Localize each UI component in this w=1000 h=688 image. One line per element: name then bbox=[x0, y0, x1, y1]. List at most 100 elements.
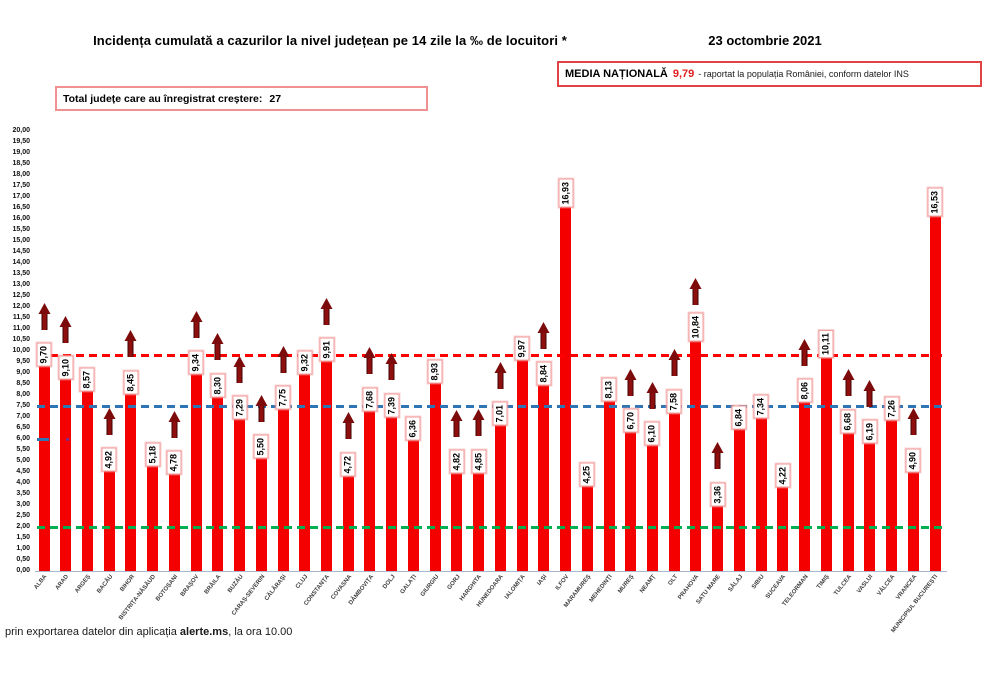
y-axis-tick: 1,00 bbox=[16, 545, 30, 552]
total-increase-label: Total județe care au înregistrat creșter… bbox=[63, 92, 263, 105]
county-bar bbox=[364, 402, 376, 571]
y-axis-tick: 19,50 bbox=[12, 138, 30, 145]
bar-slot: 9,70 bbox=[36, 131, 52, 571]
y-axis-tick-labels: 20,00 19,50 19,00 18,50 18,00 17,50 17,00 16,50… bbox=[0, 127, 30, 574]
increase-arrow-icon bbox=[168, 410, 181, 438]
county-label: SUCEAVA bbox=[765, 574, 788, 601]
bar-value-label: 4,90 bbox=[905, 448, 921, 473]
bar-slot: 8,45 bbox=[123, 131, 139, 571]
national-average-value: 9,79 bbox=[672, 68, 695, 80]
county-bar bbox=[733, 420, 745, 571]
y-axis-tick: 14,00 bbox=[12, 259, 30, 266]
county-bar bbox=[646, 436, 658, 571]
bar-value-label: 8,45 bbox=[123, 370, 139, 395]
county-label: SATU MARE bbox=[695, 574, 723, 606]
increase-arrow-icon bbox=[320, 297, 333, 325]
bar-value-label: 8,57 bbox=[79, 367, 95, 392]
y-axis-tick: 17,50 bbox=[12, 182, 30, 189]
county-label: IALOMIȚA bbox=[504, 574, 527, 601]
county-bar bbox=[234, 410, 246, 571]
increase-arrow-icon bbox=[211, 333, 224, 361]
increase-arrow-icon bbox=[38, 302, 51, 330]
county-label: ARAD bbox=[55, 574, 71, 592]
page-title: Incidența cumulată a cazurilor la nivel … bbox=[93, 33, 567, 48]
bar-slot: 6,19 bbox=[862, 131, 878, 571]
bar-slot: 7,58 bbox=[666, 131, 682, 571]
bar-value-label: 6,19 bbox=[862, 420, 878, 444]
bar-slot: 7,34 bbox=[753, 131, 769, 571]
county-bar bbox=[473, 464, 485, 571]
bar-value-label: 4,22 bbox=[775, 463, 791, 488]
county-label: SIBIU bbox=[751, 574, 766, 591]
bar-value-label: 4,85 bbox=[471, 449, 487, 474]
national-average-box: MEDIA NAȚIONALĂ 9,79 - raportat la popul… bbox=[557, 61, 982, 87]
county-label: TIMIȘ bbox=[816, 574, 832, 591]
reference-line-prag-albastru bbox=[37, 404, 947, 408]
county-bar bbox=[625, 423, 637, 571]
report-date: 23 octombrie 2021 bbox=[708, 33, 822, 48]
y-axis-tick: 8,50 bbox=[16, 380, 30, 387]
bar-slot: 8,30 bbox=[210, 131, 226, 571]
county-bar bbox=[212, 388, 224, 571]
increase-arrow-icon bbox=[711, 442, 724, 470]
county-label: BIHOR bbox=[119, 574, 136, 593]
bar-value-label: 8,13 bbox=[601, 377, 617, 402]
county-bar bbox=[299, 365, 311, 571]
bar-value-label: 6,68 bbox=[840, 409, 856, 434]
county-bar bbox=[168, 465, 180, 571]
increase-arrow-icon bbox=[494, 361, 507, 389]
increase-arrow-icon bbox=[450, 409, 463, 437]
county-label: CĂLĂRAȘI bbox=[263, 574, 288, 603]
county-label: BRAȘOV bbox=[180, 574, 201, 598]
increase-arrow-icon bbox=[233, 355, 246, 383]
bar-value-label: 5,50 bbox=[253, 435, 269, 459]
y-axis-tick: 10,50 bbox=[12, 336, 30, 343]
bar-slot: 6,70 bbox=[623, 131, 639, 571]
county-label: IAȘI bbox=[536, 574, 549, 587]
county-label: MUREȘ bbox=[617, 574, 636, 595]
y-axis-tick: 7,50 bbox=[16, 402, 30, 409]
bar-slot: 6,36 bbox=[405, 131, 421, 571]
reference-line-media-nationala bbox=[37, 354, 947, 358]
bar-slot: 10,84 bbox=[688, 131, 704, 571]
bar-value-label: 4,78 bbox=[166, 451, 182, 475]
county-bar bbox=[755, 409, 767, 571]
bar-slot: 4,82 bbox=[449, 131, 465, 571]
bar-value-label: 7,58 bbox=[666, 389, 682, 414]
increase-arrow-icon bbox=[363, 347, 376, 375]
county-label: COVASNA bbox=[330, 574, 353, 601]
increase-arrow-icon bbox=[124, 330, 137, 358]
county-label: GIURGIU bbox=[419, 574, 440, 598]
export-note-app: alerte.ms bbox=[179, 626, 229, 638]
bar-slot: 9,34 bbox=[188, 131, 204, 571]
increase-arrow-icon bbox=[537, 321, 550, 349]
y-axis-tick: 12,00 bbox=[12, 303, 30, 310]
y-axis-tick: 15,50 bbox=[12, 226, 30, 233]
county-bar bbox=[277, 400, 289, 571]
increase-arrow-icon bbox=[190, 310, 203, 338]
bar-value-label: 9,10 bbox=[58, 356, 74, 380]
bar-value-label: 9,32 bbox=[297, 351, 313, 375]
bar-slot: 8,06 bbox=[797, 131, 813, 571]
increase-arrow-icon bbox=[472, 409, 485, 437]
bar-value-label: 6,70 bbox=[623, 409, 639, 433]
y-axis-tick: 18,50 bbox=[12, 160, 30, 167]
national-average-label: MEDIA NAȚIONALĂ bbox=[565, 68, 668, 80]
county-label: OLT bbox=[667, 574, 679, 587]
bar-slot: 5,50 bbox=[253, 131, 269, 571]
county-bar bbox=[386, 408, 398, 571]
bar-value-label: 9,70 bbox=[36, 343, 52, 367]
bar-slot: 6,68 bbox=[840, 131, 856, 571]
county-label: BACĂU bbox=[95, 574, 114, 595]
increase-arrow-icon bbox=[255, 395, 268, 422]
bar-slot: 8,57 bbox=[79, 131, 95, 571]
y-axis-tick: 20,00 bbox=[12, 127, 30, 134]
county-bar bbox=[668, 404, 680, 571]
county-bar bbox=[581, 477, 593, 571]
y-axis-tick: 2,50 bbox=[16, 512, 30, 519]
county-label: GORJ bbox=[446, 574, 462, 592]
bar-value-label: 4,25 bbox=[579, 462, 595, 487]
y-axis-tick: 9,00 bbox=[16, 369, 30, 376]
y-axis-tick: 6,00 bbox=[16, 435, 30, 442]
county-bar bbox=[603, 392, 615, 571]
